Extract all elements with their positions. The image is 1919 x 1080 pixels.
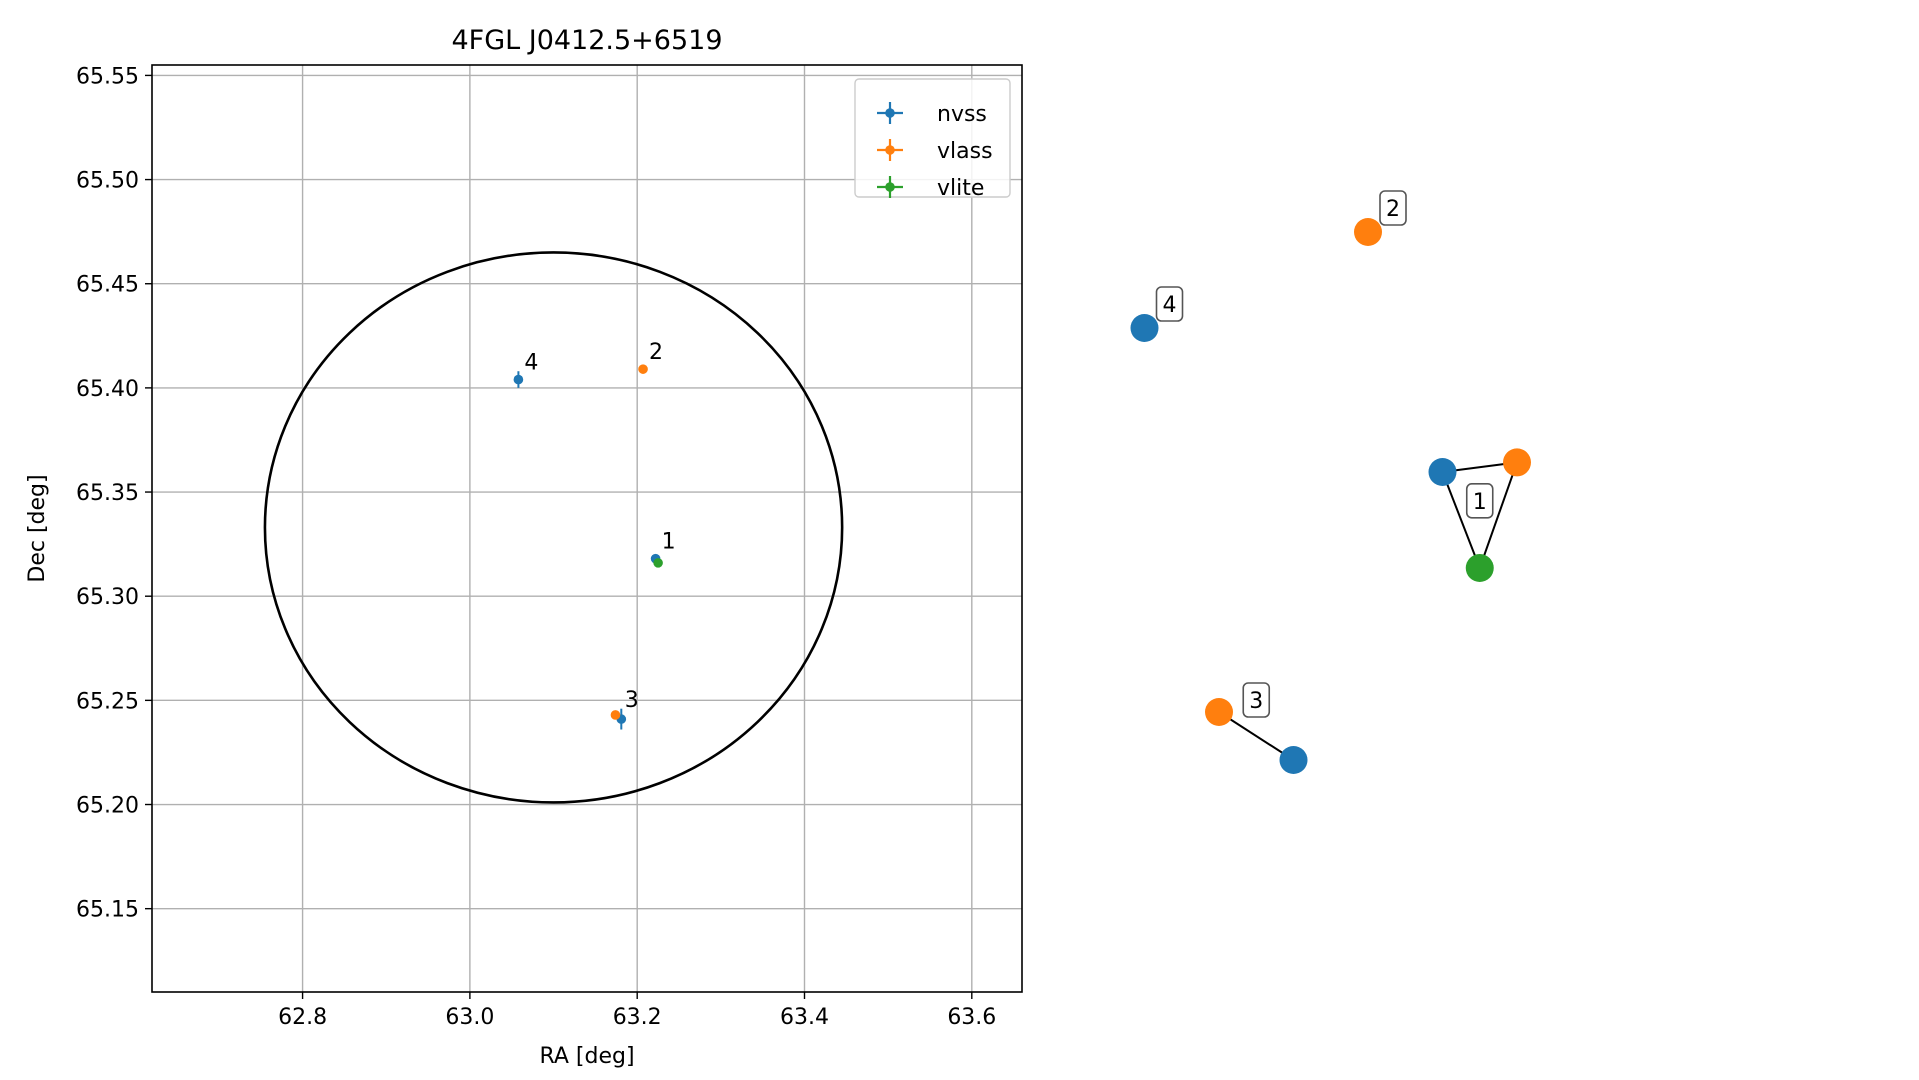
graph-labels: 1 2 3 4	[1155, 190, 1494, 718]
point-label: 2	[649, 340, 663, 365]
graph-label-text: 2	[1386, 197, 1400, 222]
graph-node	[1130, 314, 1159, 342]
plot-frame	[151, 64, 1023, 993]
grid	[152, 65, 1022, 992]
legend-entry-vlass: vlass	[877, 139, 993, 164]
y-tick-label: 65.35	[76, 481, 139, 506]
legend-frame	[854, 78, 1011, 198]
marker	[638, 364, 648, 374]
association-graph: 1 2 3 4	[1130, 190, 1531, 774]
legend-marker	[885, 182, 895, 192]
graph-node	[1503, 448, 1531, 477]
data-point-vlass	[638, 364, 648, 374]
axis-ticks: 62.8 63.0 63.2 63.4 63.6 65.15 65.20 65.25 65.30…	[76, 64, 996, 1030]
y-tick-label: 65.55	[76, 64, 139, 89]
legend: nvss vlass vlite	[854, 78, 1011, 201]
y-tick-label: 65.30	[76, 585, 139, 610]
marker	[610, 710, 621, 720]
legend-entry-nvss: nvss	[877, 102, 987, 127]
graph-label-text: 3	[1249, 689, 1263, 714]
graph-label: 4	[1155, 286, 1184, 322]
marker	[513, 374, 524, 385]
graph-edge	[1441, 471, 1481, 569]
x-tick-label: 63.2	[613, 1005, 662, 1030]
x-tick-label: 63.0	[445, 1005, 494, 1030]
y-tick-label: 65.20	[76, 794, 139, 819]
graph-nodes	[1130, 218, 1531, 774]
graph-edge	[1478, 462, 1518, 569]
graph-node	[1279, 746, 1308, 774]
data-point-vlass	[610, 710, 621, 720]
x-tick-label: 62.8	[278, 1005, 327, 1030]
graph-node	[1354, 218, 1382, 246]
legend-marker	[885, 145, 895, 155]
error-ellipse-layer	[263, 251, 844, 804]
data-points-layer	[513, 364, 663, 730]
point-label: 3	[625, 688, 639, 713]
graph-label-box	[1242, 682, 1271, 718]
graph-label: 1	[1465, 482, 1494, 519]
y-tick-label: 65.25	[76, 689, 139, 714]
chart-title: 4FGL J0412.5+6519	[451, 25, 722, 56]
graph-label-box	[1379, 190, 1407, 226]
graph-label-text: 4	[1163, 293, 1177, 318]
x-tick-label: 63.6	[947, 1005, 996, 1030]
graph-label-text: 1	[1473, 490, 1487, 515]
graph-label: 2	[1379, 190, 1407, 226]
y-tick-label: 65.50	[76, 169, 139, 194]
graph-node	[1205, 698, 1233, 726]
data-point-vlite	[653, 558, 663, 568]
graph-label: 3	[1242, 682, 1271, 718]
graph-label-box	[1465, 482, 1494, 519]
graph-node	[1428, 458, 1457, 486]
data-point-nvss	[513, 371, 524, 388]
graph-edge	[1218, 711, 1295, 761]
point-label: 4	[524, 351, 538, 376]
y-tick-label: 65.40	[76, 377, 139, 402]
graph-label-box	[1155, 286, 1184, 322]
legend-marker	[885, 108, 895, 118]
legend-entry-vlite: vlite	[877, 176, 984, 201]
y-tick-label: 65.15	[76, 898, 139, 923]
y-axis-label: Dec [deg]	[25, 474, 50, 582]
legend-label: nvss	[937, 102, 987, 127]
error-ellipse	[263, 251, 844, 804]
legend-label: vlite	[937, 176, 984, 201]
y-tick-label: 65.45	[76, 273, 139, 298]
marker	[653, 558, 663, 568]
graph-node	[1465, 554, 1494, 582]
x-tick-label: 63.4	[780, 1005, 829, 1030]
legend-label: vlass	[937, 139, 993, 164]
x-axis-label: RA [deg]	[539, 1044, 634, 1069]
point-annotations-layer: 1 2 3 4	[524, 340, 675, 713]
point-label: 1	[662, 530, 676, 555]
